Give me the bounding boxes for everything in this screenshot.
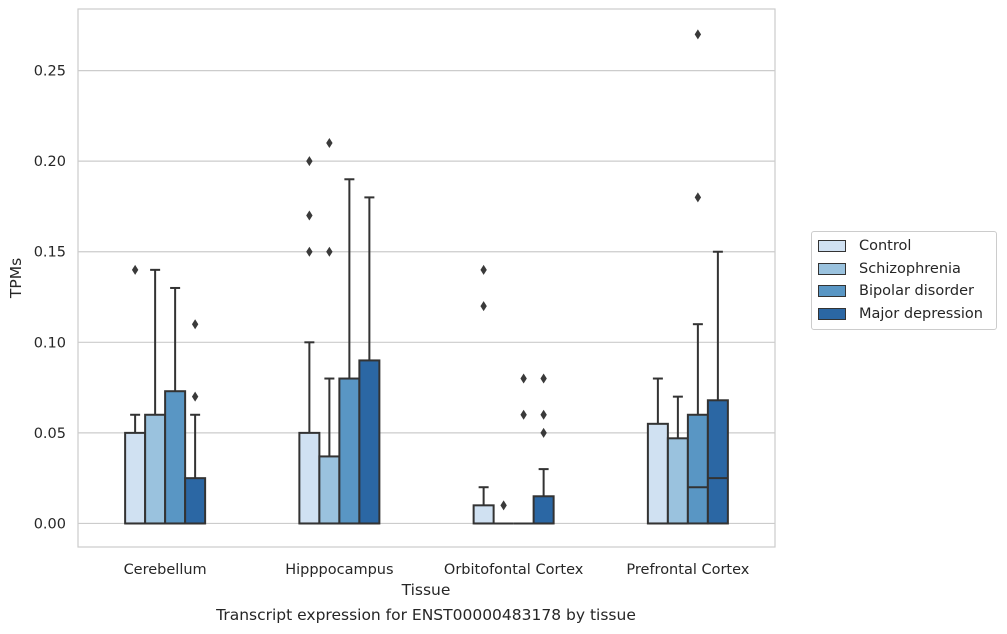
chart-caption: Transcript expression for ENST0000048317… [216, 606, 636, 624]
y-tick-label: 0.05 [34, 426, 66, 442]
legend-swatch [818, 285, 846, 298]
outlier-point [306, 210, 313, 221]
box-control [472, 264, 495, 525]
x-tick-label: Prefrontal Cortex [626, 562, 749, 578]
x-tick-label: Orbitofontal Cortex [444, 562, 584, 578]
outlier-point [520, 409, 527, 420]
box-bipolar-disorder [513, 373, 534, 525]
outlier-point [191, 319, 199, 330]
x-tick-label: Hipppocampus [285, 562, 393, 578]
outlier-point [480, 301, 487, 312]
outlier-point [520, 373, 527, 384]
y-tick-label: 0.15 [34, 245, 66, 261]
box-body [358, 359, 381, 525]
box-major-depression [532, 373, 555, 525]
box-body [184, 477, 207, 525]
box-bipolar-disorder [164, 286, 187, 525]
legend-label: Schizophrenia [859, 260, 961, 277]
box-body [124, 431, 147, 525]
box-schizophrenia [318, 138, 341, 525]
legend-swatch [818, 240, 846, 253]
box-bipolar-disorder [338, 178, 361, 525]
y-tick-label: 0.10 [34, 335, 66, 351]
box-body [646, 422, 669, 525]
y-tick-label: 0.20 [34, 154, 66, 170]
box-body [532, 495, 555, 525]
y-axis-label: TPMs [7, 258, 25, 299]
box-control [646, 377, 669, 525]
box-body [472, 504, 495, 525]
box-body [706, 399, 729, 525]
outlier-point [306, 156, 313, 167]
outlier-point [326, 138, 333, 149]
legend-swatch [818, 262, 846, 275]
box-body [298, 431, 321, 525]
legend-item: Major depression [812, 303, 996, 326]
outlier-point [540, 427, 547, 438]
x-tick-labels: Cerebellum Hipppocampus Orbitofontal Corte… [124, 562, 750, 578]
legend-item: Bipolar disorder [812, 280, 996, 303]
box-body [338, 377, 361, 525]
legend-swatch [818, 307, 846, 320]
legend-item: Control [812, 235, 996, 258]
x-tick-label: Cerebellum [124, 562, 207, 578]
box-body [686, 413, 709, 525]
y-tick-label: 0.25 [34, 64, 66, 80]
outlier-point [694, 192, 702, 203]
box-body [164, 390, 187, 525]
y-tick-label: 0.00 [34, 516, 66, 532]
box-schizophrenia [493, 500, 514, 525]
outlier-point [326, 246, 333, 257]
outlier-point [540, 373, 547, 384]
outlier-point [500, 500, 507, 511]
box-control [298, 156, 321, 525]
outlier-point [306, 246, 313, 257]
legend-item: Schizophrenia [812, 258, 996, 281]
outlier-point [191, 391, 199, 402]
outlier-point [540, 409, 547, 420]
outlier-point [480, 264, 487, 275]
box-groups [124, 29, 729, 525]
y-tick-labels: 0.00 0.05 0.10 0.15 0.20 0.25 [34, 64, 66, 533]
box-major-depression [358, 196, 381, 525]
box-major-depression [706, 250, 729, 525]
box-body [318, 455, 341, 525]
legend: Control Schizophrenia Bipolar disorder Majo… [811, 231, 997, 330]
outlier-point [131, 264, 139, 275]
x-axis-label: Tissue [401, 581, 451, 599]
box-major-depression [184, 319, 207, 525]
legend-label: Control [859, 238, 912, 255]
legend-label: Bipolar disorder [859, 283, 974, 300]
outlier-point [694, 29, 702, 40]
box-body [666, 437, 689, 525]
box-body [144, 413, 167, 525]
legend-label: Major depression [859, 305, 983, 322]
